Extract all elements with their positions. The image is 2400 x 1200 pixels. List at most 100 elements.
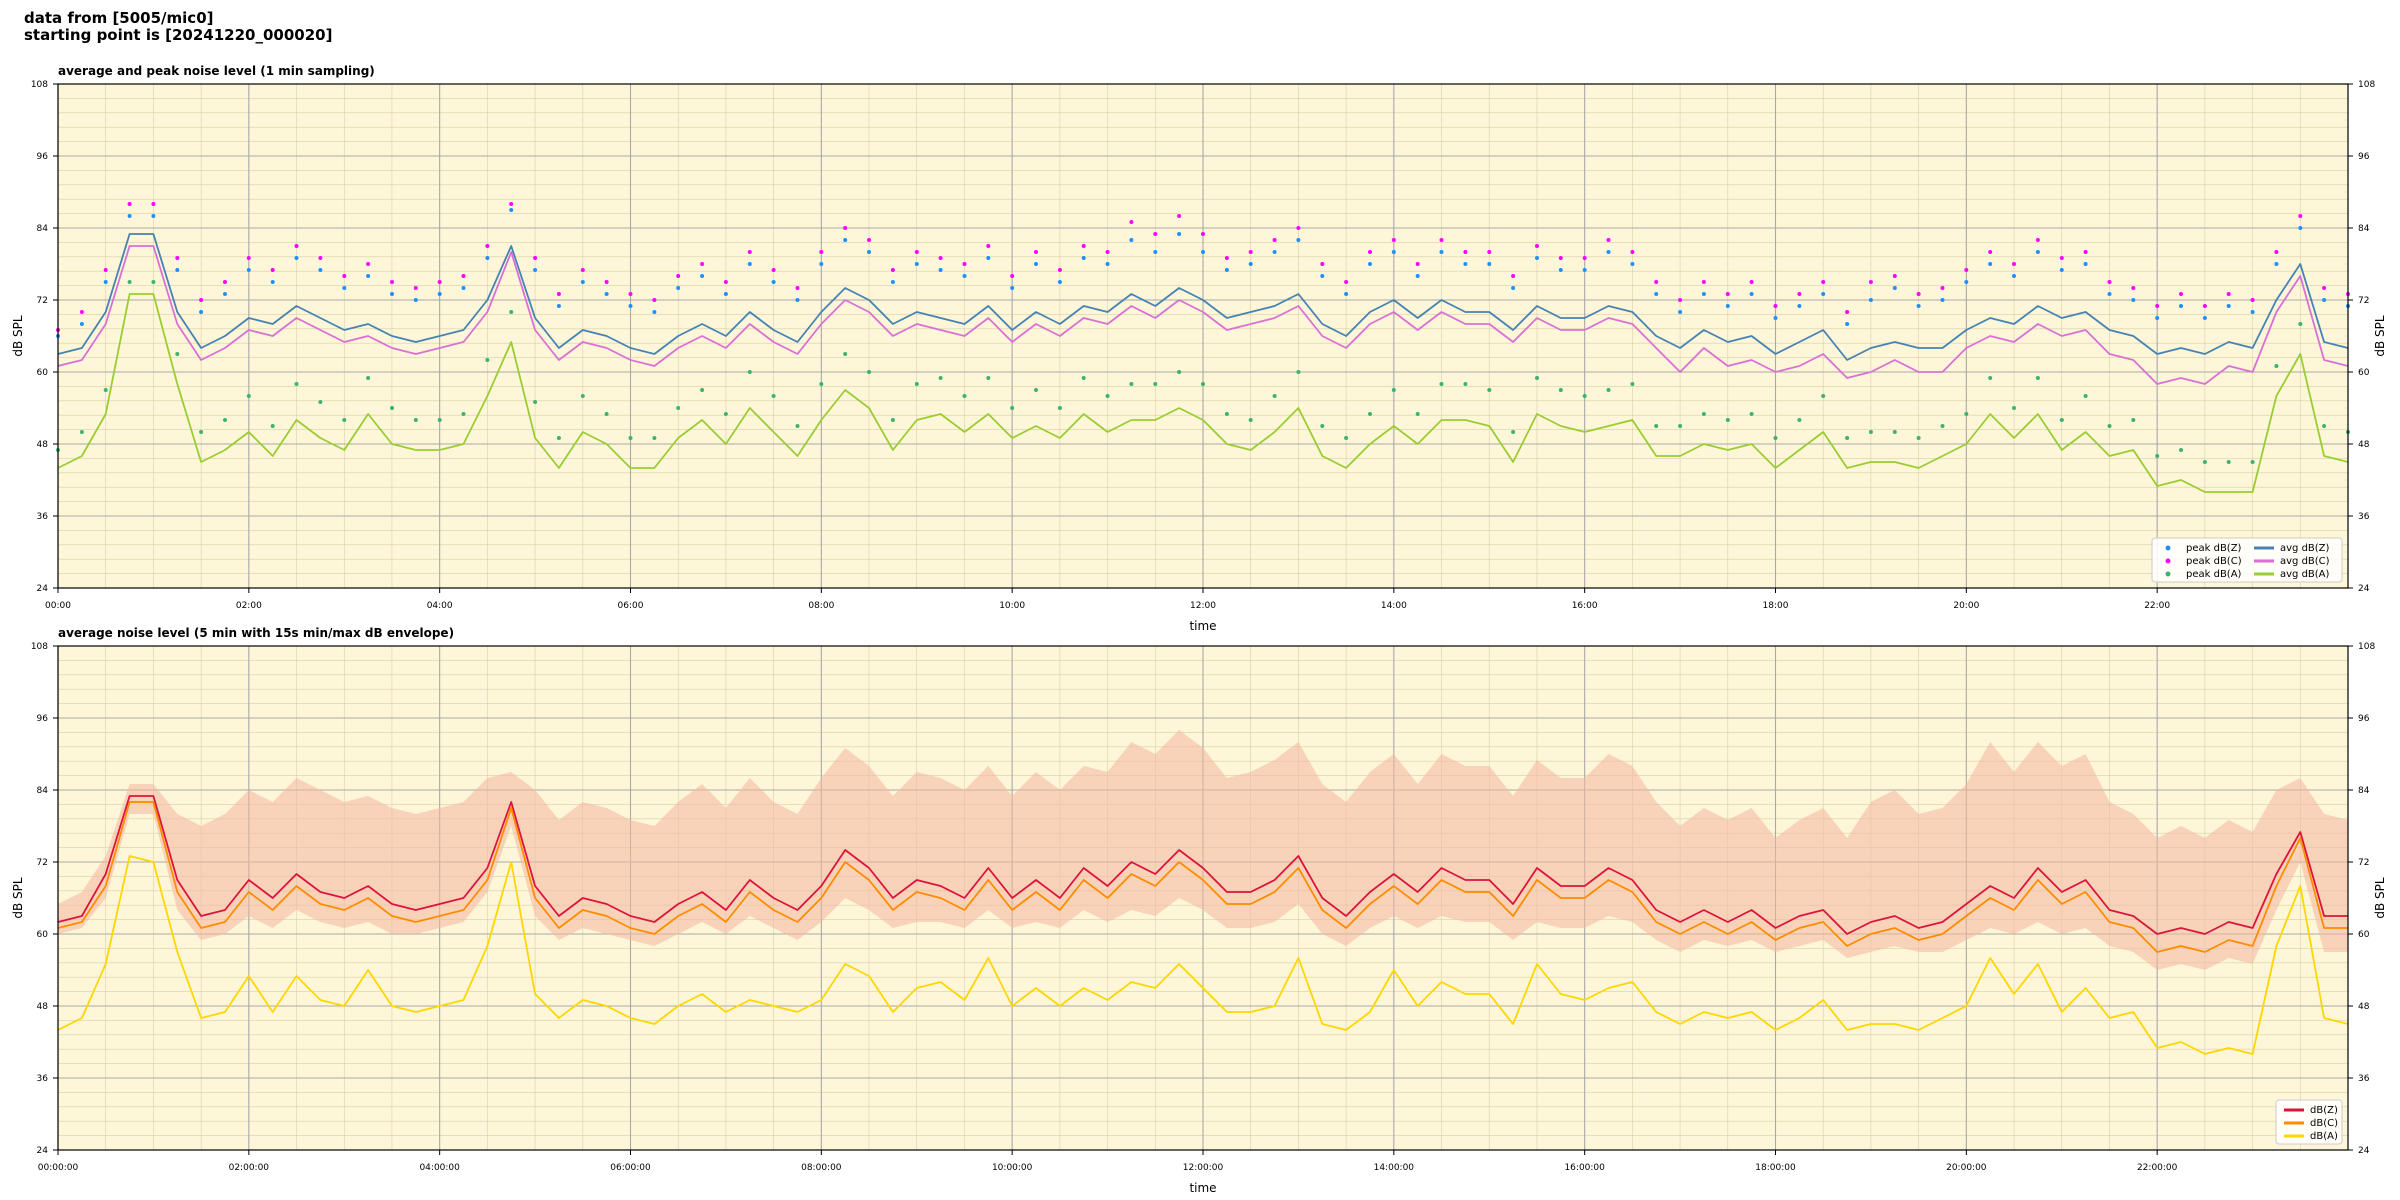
data-point: [1177, 214, 1182, 218]
data-point: [652, 310, 657, 314]
data-point: [2083, 394, 2088, 398]
data-point: [1868, 280, 1873, 284]
data-point: [1177, 232, 1182, 236]
data-point: [938, 256, 943, 260]
data-point: [1725, 292, 1730, 296]
data-point: [1057, 280, 1062, 284]
data-point: [1129, 220, 1134, 224]
x-tick-label: 14:00:00: [1374, 1163, 1415, 1173]
data-point: [1725, 304, 1730, 308]
data-point: [747, 250, 752, 254]
data-point: [533, 268, 538, 272]
data-point: [1654, 424, 1659, 428]
data-point: [485, 256, 490, 260]
source-label: data from [5005/mic0]: [24, 9, 214, 27]
data-point: [795, 286, 800, 290]
data-point: [1773, 316, 1778, 320]
data-point: [79, 322, 84, 326]
data-point: [1034, 388, 1038, 392]
legend-marker: [2165, 571, 2171, 577]
data-point: [580, 394, 585, 398]
chart-average-envelope: 24 24 36 36 48 48 60 60 72 72 84 84 96 96 108 108 00:00:…: [11, 626, 2387, 1195]
data-point: [1320, 262, 1325, 266]
y-axis-label-right: dB SPL: [2373, 877, 2387, 919]
data-point: [890, 268, 895, 272]
y-tick-label: 96: [37, 714, 49, 724]
data-point: [390, 280, 394, 284]
data-point: [2035, 376, 2040, 380]
data-point: [676, 274, 681, 278]
data-point: [843, 352, 848, 356]
y-axis-label-right: dB SPL: [2373, 315, 2387, 357]
data-point: [1272, 238, 1277, 242]
data-point: [342, 418, 347, 422]
data-point: [1272, 394, 1277, 398]
data-point: [700, 262, 705, 266]
data-point: [270, 280, 275, 284]
data-point: [1201, 250, 1205, 254]
data-point: [2155, 454, 2160, 458]
data-point: [843, 238, 848, 242]
data-point: [1988, 250, 1993, 254]
data-point: [461, 286, 466, 290]
y-tick-label-right: 84: [2358, 786, 2370, 796]
data-point: [1940, 298, 1945, 302]
x-tick-label: 04:00: [427, 601, 453, 611]
x-tick-label: 02:00:00: [229, 1163, 270, 1173]
data-point: [318, 268, 323, 272]
data-point: [79, 430, 84, 434]
data-point: [2226, 292, 2231, 296]
data-point: [2083, 250, 2088, 254]
data-point: [2202, 460, 2207, 464]
data-point: [1845, 436, 1850, 440]
y-tick-label: 96: [37, 152, 49, 162]
data-point: [2250, 310, 2255, 314]
data-point: [1463, 250, 1468, 254]
data-point: [986, 376, 991, 380]
data-point: [2035, 250, 2040, 254]
data-point: [413, 418, 418, 422]
data-point: [1892, 274, 1897, 278]
legend-marker: [2165, 545, 2171, 551]
data-point: [1535, 256, 1539, 260]
data-point: [1415, 262, 1420, 266]
y-tick-label-right: 60: [2358, 368, 2370, 378]
legend: dB(Z) dB(C) dB(A): [2275, 1099, 2343, 1145]
data-point: [723, 292, 728, 296]
data-point: [747, 370, 752, 374]
data-point: [1582, 256, 1587, 260]
data-point: [723, 412, 728, 416]
x-tick-label: 10:00:00: [992, 1163, 1033, 1173]
data-point: [1535, 376, 1539, 380]
data-point: [2179, 448, 2183, 452]
data-point: [175, 268, 180, 272]
data-point: [676, 406, 681, 410]
x-tick-label: 12:00:00: [1183, 1163, 1224, 1173]
data-point: [1105, 250, 1110, 254]
data-point: [1678, 310, 1683, 314]
data-point: [1773, 436, 1778, 440]
data-point: [1845, 310, 1850, 314]
data-point: [413, 286, 418, 290]
data-point: [1224, 268, 1229, 272]
data-point: [390, 292, 394, 296]
data-point: [1368, 250, 1372, 254]
data-point: [1582, 394, 1587, 398]
y-tick-label: 72: [37, 858, 48, 868]
data-point: [1511, 286, 1516, 290]
data-point: [556, 292, 561, 296]
data-point: [1892, 286, 1897, 290]
data-point: [246, 256, 251, 260]
x-tick-label: 22:00:00: [2137, 1163, 2178, 1173]
x-tick-label: 20:00: [1953, 601, 1979, 611]
data-point: [318, 400, 323, 404]
data-point: [1248, 250, 1253, 254]
x-tick-label: 00:00: [45, 601, 71, 611]
data-point: [246, 268, 251, 272]
data-point: [1057, 406, 1062, 410]
data-point: [771, 394, 776, 398]
data-point: [938, 268, 943, 272]
series-avg-a-line: [57, 293, 2349, 493]
data-point: [2107, 424, 2112, 428]
data-point: [1678, 424, 1683, 428]
